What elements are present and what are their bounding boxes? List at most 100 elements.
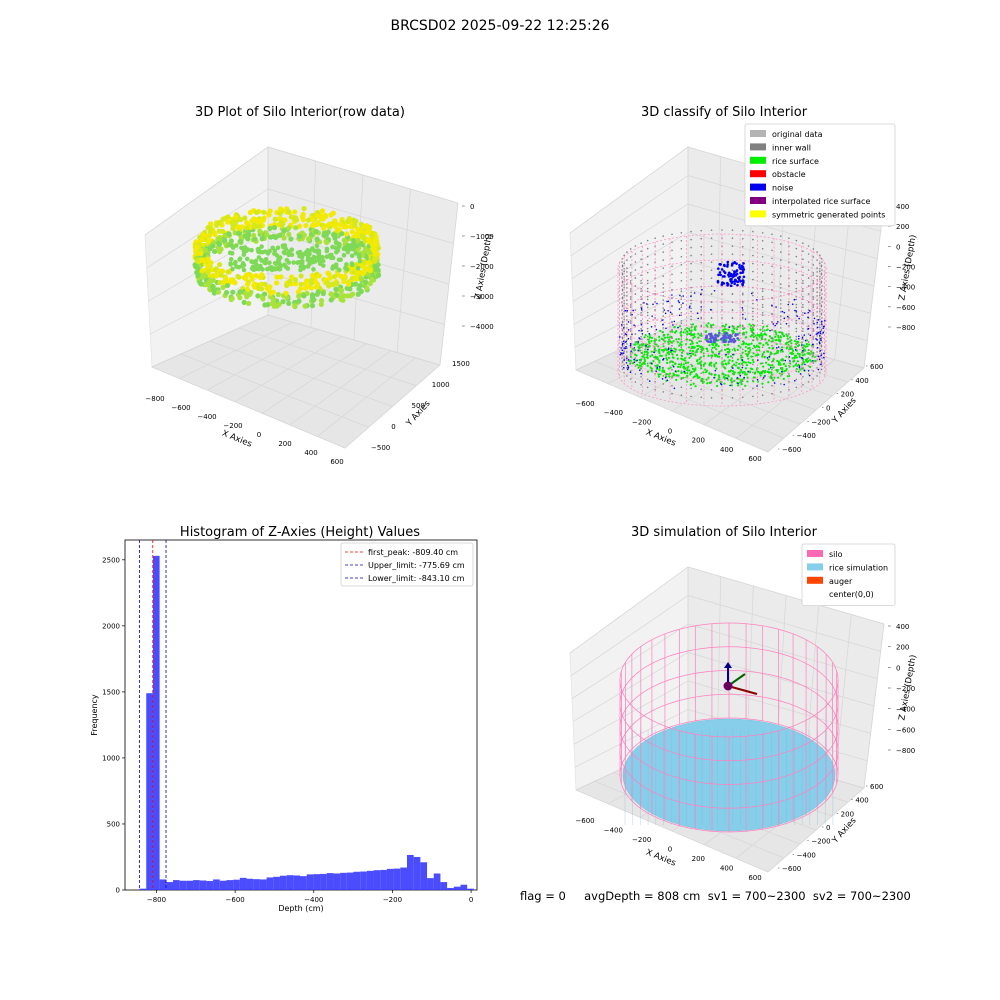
- rice-surface-point: [677, 369, 680, 373]
- noise-point: [627, 329, 630, 331]
- noise-point: [626, 368, 629, 371]
- raw-point: [334, 280, 340, 287]
- inner-wall-point: [654, 237, 656, 240]
- panel-histogram: Histogram of Z-Axies (Height) Values−800…: [90, 525, 478, 913]
- inner-wall-point: [710, 357, 713, 359]
- rice-surface-point: [680, 363, 683, 367]
- raw-point: [334, 249, 339, 255]
- noise-point: [624, 347, 627, 350]
- noise-point: [666, 300, 668, 303]
- inner-wall-point: [779, 311, 782, 313]
- rice-surface-point: [724, 377, 727, 380]
- rice-surface-point: [776, 370, 779, 373]
- noise-point: [736, 280, 740, 284]
- histogram-bar: [172, 880, 180, 890]
- raw-point: [337, 244, 342, 249]
- rice-surface-point: [693, 333, 696, 336]
- noise-point: [796, 315, 799, 317]
- raw-point: [272, 216, 278, 222]
- raw-point: [349, 229, 355, 235]
- rice-surface-point: [793, 356, 796, 359]
- raw-point: [267, 234, 274, 240]
- raw-point: [287, 278, 293, 284]
- raw-point: [195, 265, 201, 272]
- noise-point: [656, 367, 659, 369]
- inner-wall-point: [662, 391, 665, 393]
- noise-point: [722, 263, 726, 267]
- rice-surface-point: [689, 333, 692, 336]
- inner-wall-point: [779, 283, 782, 285]
- y-tick-label: 500: [107, 820, 120, 828]
- legend-swatch: [807, 563, 823, 571]
- rice-surface-point: [772, 379, 775, 382]
- rice-surface-point: [671, 330, 674, 333]
- raw-point: [314, 236, 320, 242]
- rice-surface-point: [801, 363, 804, 366]
- inner-wall-point: [621, 280, 624, 283]
- noise-point: [777, 346, 780, 348]
- inner-wall-point: [816, 311, 818, 313]
- rice-surface-point: [789, 362, 792, 365]
- raw-point: [270, 296, 277, 303]
- rice-surface-point: [725, 363, 728, 366]
- inner-wall-point: [629, 274, 632, 276]
- rice-surface-point: [753, 372, 757, 375]
- raw-point: [216, 249, 223, 255]
- rice-surface-point: [661, 369, 664, 372]
- inner-wall-point: [621, 328, 624, 331]
- grid-line: [573, 260, 689, 325]
- inner-wall-point: [700, 372, 703, 375]
- rice-surface-point: [796, 344, 800, 348]
- rice-surface-point: [740, 378, 744, 381]
- noise-point: [800, 344, 803, 346]
- inner-wall-point: [623, 262, 625, 265]
- raw-point: [323, 232, 329, 238]
- raw-point: [259, 236, 265, 242]
- raw-point: [331, 222, 338, 228]
- noise-point: [719, 273, 722, 277]
- grid-line: [144, 146, 269, 236]
- raw-point: [283, 290, 289, 296]
- raw-point: [286, 231, 292, 237]
- noise-point: [726, 263, 729, 266]
- inner-wall-point: [812, 304, 815, 306]
- raw-point: [301, 205, 307, 212]
- histogram-bar: [386, 868, 394, 890]
- histogram-bar: [346, 872, 354, 890]
- noise-point: [819, 330, 822, 333]
- z-axis-tick-label: −400: [896, 706, 915, 714]
- rice-surface-point: [777, 376, 780, 379]
- x-axis-tick-label: −400: [197, 413, 216, 421]
- x-axis-tick-label: −200: [223, 422, 242, 430]
- raw-point: [325, 270, 331, 276]
- inner-wall-point: [626, 251, 628, 253]
- inner-wall-point: [621, 272, 624, 275]
- histogram-bar: [146, 693, 153, 890]
- raw-point: [305, 236, 312, 242]
- rice-surface-point: [794, 363, 797, 366]
- x-axis-tick-label: −400: [604, 409, 623, 417]
- noise-point: [736, 276, 740, 280]
- rice-surface-point: [765, 333, 768, 336]
- inner-wall-point: [634, 381, 637, 383]
- inner-wall-point: [820, 265, 823, 268]
- raw-point: [216, 235, 222, 241]
- rice-surface-point: [808, 365, 812, 369]
- inner-wall-point: [646, 335, 649, 338]
- rice-surface-point: [729, 369, 733, 372]
- noise-point: [678, 314, 681, 317]
- rice-surface-point: [759, 362, 763, 365]
- inner-wall-point: [807, 301, 810, 303]
- inner-wall-point: [812, 354, 815, 356]
- histogram-bar: [366, 870, 374, 890]
- rice-surface-point: [762, 365, 765, 368]
- noise-point: [619, 353, 622, 356]
- inner-wall-point: [807, 357, 810, 359]
- noise-point: [622, 327, 625, 329]
- rice-surface-point: [705, 330, 708, 333]
- inner-wall-point: [621, 312, 624, 315]
- noise-point: [735, 262, 738, 265]
- inner-wall-point: [802, 338, 804, 340]
- inner-wall-point: [761, 335, 764, 338]
- x-axis-label: X Axies: [644, 848, 677, 869]
